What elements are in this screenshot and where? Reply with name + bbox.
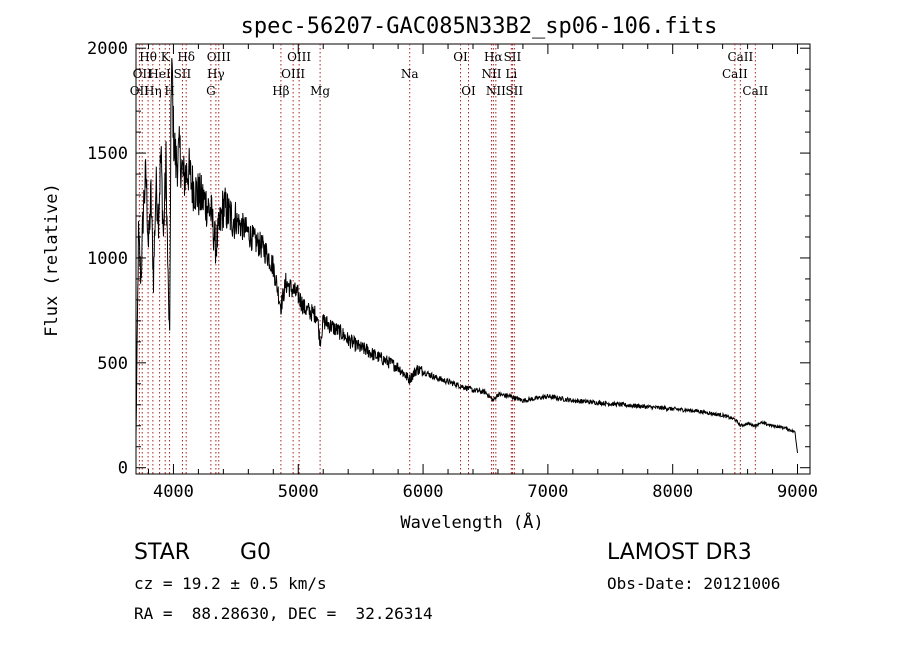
tick-labels: 4000 5000 6000 7000 8000 9000 0 500 1000 1500 2000 [87, 39, 818, 502]
line-label-16: Na [401, 67, 419, 81]
x-tick-label-2: 6000 [403, 482, 444, 502]
line-label-14: OIII [287, 50, 311, 64]
line-label-18: OI [461, 84, 476, 98]
survey-name: LAMOST DR3 [607, 540, 752, 565]
line-label-21: NII [486, 84, 506, 98]
x-tick-label-5: 9000 [777, 482, 818, 502]
chart-title: spec-56207-GAC085N33B2_sp06-106.fits [241, 14, 718, 39]
y-tick-label-3: 1500 [87, 144, 128, 164]
y-tick-label-4: 2000 [87, 39, 128, 59]
line-label-9: G [206, 84, 216, 98]
spectrum-line [135, 58, 798, 474]
reference-line-labels: OIIOIIHθHηHeIKHSIIHδGHγOIIIHβOIIIOIIIMgN… [130, 50, 769, 98]
line-label-17: OI [453, 50, 468, 64]
axis-ticks [136, 44, 810, 474]
x-tick-label-1: 5000 [278, 482, 319, 502]
reference-lines [138, 44, 756, 474]
line-label-27: CaII [742, 84, 768, 98]
line-label-25: CaII [722, 67, 748, 81]
line-label-24: SII [505, 84, 523, 98]
line-label-22: Li [505, 67, 517, 81]
x-tick-label-3: 7000 [527, 482, 568, 502]
line-label-10: Hγ [207, 67, 225, 81]
line-label-7: SII [174, 67, 192, 81]
line-label-11: OIII [207, 50, 231, 64]
line-label-13: OIII [281, 67, 305, 81]
x-tick-label-0: 4000 [153, 482, 194, 502]
line-label-5: K [161, 50, 171, 64]
object-subclass: G0 [240, 540, 272, 565]
observation-date: Obs-Date: 20121006 [607, 574, 781, 593]
line-label-6: H [164, 84, 174, 98]
y-tick-label-2: 1000 [87, 249, 128, 269]
y-tick-label-1: 500 [97, 354, 128, 374]
y-tick-label-0: 0 [118, 459, 128, 479]
line-label-20: Hα [484, 50, 503, 64]
line-label-0: OII [130, 84, 150, 98]
object-class: STAR [134, 540, 191, 565]
redshift-value: cz = 19.2 ± 0.5 km/s [134, 574, 327, 593]
x-axis-label: Wavelength (Å) [400, 511, 543, 533]
plot-frame [135, 43, 811, 475]
line-label-8: Hδ [177, 50, 195, 64]
x-tick-label-4: 8000 [652, 482, 693, 502]
line-label-19: NII [481, 67, 501, 81]
line-label-1: OII [133, 67, 153, 81]
line-label-3: Hη [144, 84, 162, 98]
line-label-12: Hβ [272, 84, 289, 98]
line-label-26: CaII [727, 50, 753, 64]
sky-coordinates: RA = 88.28630, DEC = 32.26314 [134, 604, 433, 623]
line-label-4: HeI [148, 67, 171, 81]
y-axis-label: Flux (relative) [42, 183, 62, 337]
line-label-15: Mg [310, 84, 330, 98]
line-label-2: Hθ [139, 50, 157, 64]
line-label-23: SII [504, 50, 522, 64]
